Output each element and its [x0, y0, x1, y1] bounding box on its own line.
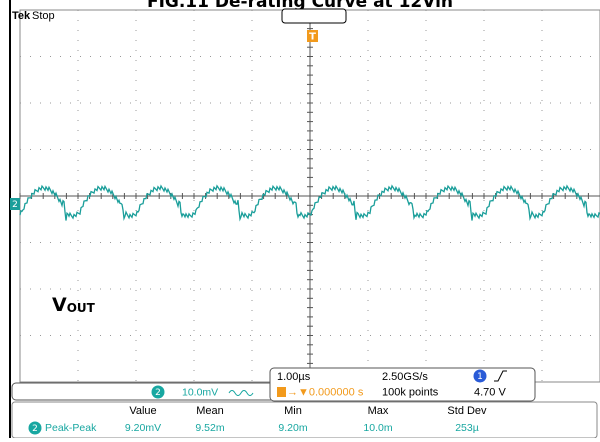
measurement-value: 9.20mV: [125, 422, 161, 434]
record-view: [281, 8, 347, 24]
graticule: [19, 9, 600, 382]
trigger-position: →▼0.000000 s: [287, 386, 364, 398]
column-header: Std Dev: [447, 405, 487, 417]
trigger-marker-box: [307, 30, 318, 42]
measurement-table: Value Mean Min Max Std Dev 2 Peak-Peak 9.20mV 9.…: [28, 405, 487, 435]
row-channel: 2: [32, 424, 38, 434]
channel-marker: 2: [12, 200, 18, 210]
timebase-box: [269, 367, 536, 402]
column-header: Value: [129, 405, 156, 417]
measurement-value: 9.52m: [195, 422, 224, 434]
bw-icon: [228, 390, 254, 396]
column-header: Max: [368, 405, 389, 417]
trig-slope: [494, 370, 507, 382]
measurement-value: 9.20m: [278, 422, 307, 434]
timebase: 1.00µs: [277, 371, 311, 383]
channel-badge: [151, 385, 165, 399]
column-header: Mean: [196, 405, 224, 417]
waveform: [19, 184, 600, 222]
sample-rate: 2.50GS/s: [382, 371, 428, 383]
measurement-value: 253µ: [455, 422, 479, 434]
trigger-marker: T: [309, 32, 316, 43]
signal-label: VOUT: [52, 294, 96, 316]
trigger-pos-icon: [277, 387, 286, 397]
record-length: 100k points: [382, 386, 439, 398]
channel-number: 2: [155, 388, 161, 398]
figure-title: FIG.11 De-rating Curve at 12Vin: [147, 0, 453, 12]
trig-channel: 1: [477, 372, 483, 382]
brand: Tek: [12, 10, 31, 22]
measurement-name: Peak-Peak: [45, 422, 97, 434]
column-header: Min: [284, 405, 302, 417]
acq-status: Stop: [32, 10, 55, 22]
trig-channel-badge: [473, 369, 487, 383]
channel-badge: [28, 421, 42, 435]
measurement-value: 10.0m: [363, 422, 392, 434]
channel-marker-box: [10, 198, 20, 210]
vertical-scale: 10.0mV: [182, 386, 218, 398]
trig-level: 4.70 V: [474, 386, 506, 398]
